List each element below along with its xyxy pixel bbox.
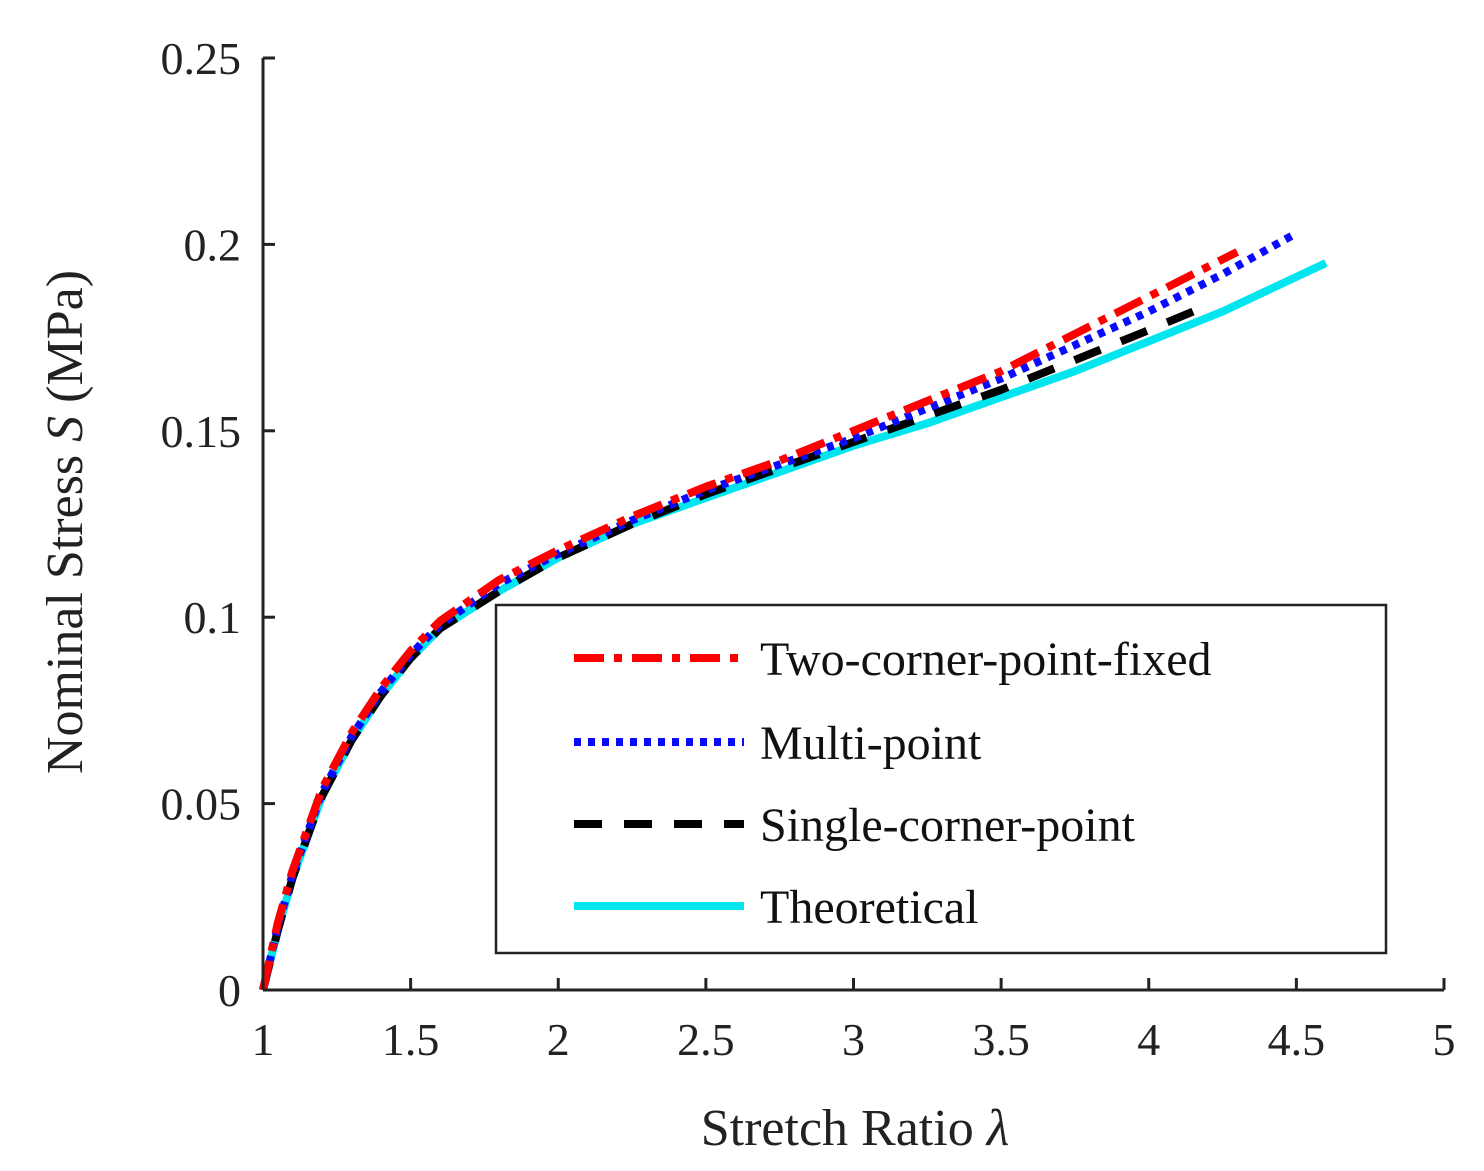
y-tick-label: 0.25	[161, 33, 242, 84]
y-axis-title: Nominal Stress S (MPa)	[37, 270, 94, 774]
y-tick-label: 0.05	[161, 779, 242, 830]
legend-items: Two-corner-point-fixed Multi-point Single-…	[574, 633, 1212, 934]
x-ticks: 1 1.5 2 2.5 3 3.5 4 4.5 5	[252, 978, 1456, 1065]
x-tick-label: 1	[252, 1014, 275, 1065]
x-axis-symbol: λ	[985, 1100, 1010, 1157]
x-tick-label: 4	[1137, 1014, 1160, 1065]
y-axis-unit: (MPa)	[37, 270, 94, 403]
y-tick-label: 0.15	[161, 406, 242, 457]
y-axis-symbol: S	[37, 416, 94, 442]
legend: Two-corner-point-fixed Multi-point Single-…	[494, 603, 1388, 955]
y-tick-label: 0	[218, 965, 241, 1016]
series-layer	[259, 229, 1328, 991]
legend-box	[494, 603, 1388, 955]
x-axis-title-text: Stretch Ratio	[701, 1100, 974, 1157]
x-axis-title: Stretch Ratio λ	[701, 1100, 1009, 1157]
y-ticks: 0 0.05 0.1 0.15 0.2 0.25	[161, 33, 275, 1016]
legend-label: Single-corner-point	[760, 799, 1136, 852]
legend-label: Two-corner-point-fixed	[760, 633, 1212, 686]
y-axis-title-text: Nominal Stress	[37, 455, 94, 774]
legend-label: Multi-point	[760, 717, 982, 770]
x-tick-label: 5	[1433, 1014, 1456, 1065]
series-line-two-corner-point-fixed	[259, 248, 1240, 991]
x-tick-label: 1.5	[382, 1014, 440, 1065]
x-tick-label: 3	[842, 1014, 865, 1065]
x-tick-label: 3.5	[972, 1014, 1030, 1065]
y-tick-label: 0.2	[184, 219, 242, 270]
x-tick-label: 2.5	[677, 1014, 735, 1065]
x-tick-label: 4.5	[1268, 1014, 1326, 1065]
y-tick-label: 0.1	[184, 592, 242, 643]
x-tick-label: 2	[547, 1014, 570, 1065]
legend-label: Theoretical	[760, 881, 979, 934]
